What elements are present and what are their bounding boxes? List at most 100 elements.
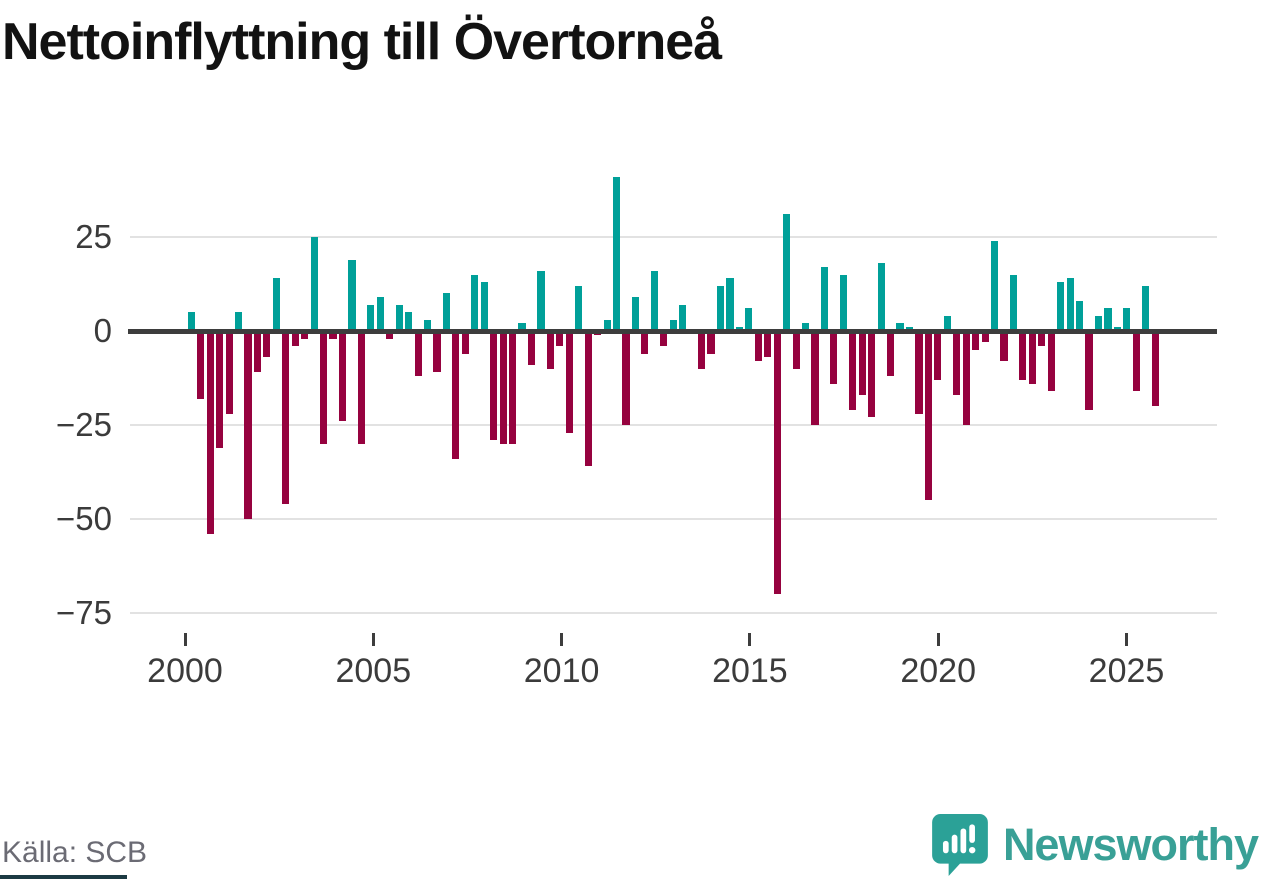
bar-positive <box>603 319 611 331</box>
bar-negative <box>1047 331 1055 392</box>
newsworthy-logo-icon <box>931 813 989 877</box>
y-axis-tick-label: 25 <box>75 218 112 255</box>
bar-negative <box>1132 331 1140 392</box>
x-axis-tick-label: 2005 <box>335 652 412 690</box>
bar-positive <box>1104 308 1112 331</box>
bar-positive <box>537 270 545 331</box>
newsworthy-wordmark: Newsworthy <box>1002 819 1259 870</box>
bar-negative <box>1085 331 1093 410</box>
bar-positive <box>405 312 413 331</box>
bar-negative <box>858 331 866 395</box>
bar-positive <box>272 278 280 331</box>
bar-positive <box>990 240 999 331</box>
bar-negative <box>499 331 507 444</box>
bar-positive <box>376 297 384 331</box>
bar-positive <box>575 285 583 331</box>
bar-negative <box>622 331 630 425</box>
bar-negative <box>887 331 895 377</box>
bar-negative <box>490 331 498 441</box>
bar-negative <box>282 331 290 504</box>
bar-negative <box>320 331 328 444</box>
gridline <box>130 518 1217 520</box>
bar-negative <box>509 331 517 444</box>
bar-negative <box>452 331 460 459</box>
bar-negative <box>934 331 942 380</box>
x-axis-tick <box>560 633 564 646</box>
bar-positive <box>745 308 753 331</box>
bar-positive <box>669 319 677 331</box>
bar-positive <box>1076 300 1084 331</box>
bar-positive <box>877 263 885 331</box>
bar-negative <box>263 331 271 358</box>
bar-positive <box>1066 278 1074 331</box>
chart-title: Nettoinflyttning till Övertorneå <box>2 13 722 71</box>
bar-negative <box>253 331 262 373</box>
bar-negative <box>868 331 876 418</box>
bar-positive <box>650 270 658 331</box>
bar-negative <box>357 331 365 444</box>
bar-negative <box>329 331 337 339</box>
y-axis-tick-label: −75 <box>56 594 112 631</box>
bar-negative <box>291 331 299 347</box>
bar-positive <box>442 293 451 331</box>
bottom-accent-strip <box>0 875 127 879</box>
bar-positive <box>480 282 488 331</box>
bar-negative <box>764 331 772 358</box>
bar-positive <box>1142 285 1150 331</box>
bar-negative <box>197 331 205 399</box>
bar-negative <box>527 331 536 365</box>
bar-positive <box>395 304 403 331</box>
bar-positive <box>310 237 318 331</box>
bar-positive <box>518 323 526 331</box>
bar-negative <box>414 331 422 377</box>
bar-positive <box>1123 308 1131 331</box>
bar-negative <box>1000 331 1008 362</box>
bar-negative <box>660 331 668 347</box>
plot-area: 25 0 −25 −50 −75 2000 2005 2010 2015 2020 2025 <box>56 176 1217 690</box>
bar-negative <box>641 331 649 354</box>
bar-positive <box>367 304 375 331</box>
bar-positive <box>187 312 195 331</box>
x-axis-tick-label: 2025 <box>1088 652 1165 690</box>
bar-negative <box>556 331 564 347</box>
bar-negative <box>953 331 961 395</box>
bar-negative <box>924 331 932 501</box>
y-axis-tick-label: −25 <box>56 406 112 443</box>
bar-positive <box>1094 315 1103 331</box>
bar-positive <box>943 315 951 331</box>
bar-negative <box>754 331 762 362</box>
bar-negative <box>915 331 923 414</box>
bar-negative <box>698 331 706 369</box>
bar-positive <box>423 319 432 331</box>
x-axis-tick <box>936 633 940 646</box>
bar-negative <box>1019 331 1027 380</box>
x-axis-tick-label: 2010 <box>523 652 600 690</box>
bar-negative <box>849 331 857 410</box>
y-axis-tick-label: 0 <box>93 312 112 349</box>
x-axis-tick <box>371 633 375 646</box>
bar-negative <box>206 331 214 535</box>
bar-negative <box>981 331 989 343</box>
bar-positive <box>726 278 734 331</box>
bar-negative <box>216 331 224 448</box>
bar-negative <box>811 331 819 425</box>
x-axis-tick-label: 2000 <box>147 652 223 690</box>
bar-positive <box>801 323 810 331</box>
bar-positive <box>234 312 243 331</box>
bar-negative <box>1151 331 1159 407</box>
bar-positive <box>612 176 621 331</box>
bar-negative <box>972 331 980 350</box>
bar-positive <box>839 274 847 331</box>
bar-negative <box>225 331 233 414</box>
bar-negative <box>386 331 394 339</box>
newsworthy-logo[interactable]: Newsworthy <box>931 810 1259 879</box>
bar-positive <box>783 214 791 331</box>
x-axis-tick <box>1125 633 1128 646</box>
x-axis-tick-label: 2020 <box>900 652 976 690</box>
bar-negative <box>792 331 800 369</box>
x-axis-tick <box>183 633 187 646</box>
bar-negative <box>461 331 469 354</box>
bar-positive <box>896 323 904 331</box>
zero-axis-line <box>128 329 1217 334</box>
bar-negative <box>1038 331 1046 347</box>
